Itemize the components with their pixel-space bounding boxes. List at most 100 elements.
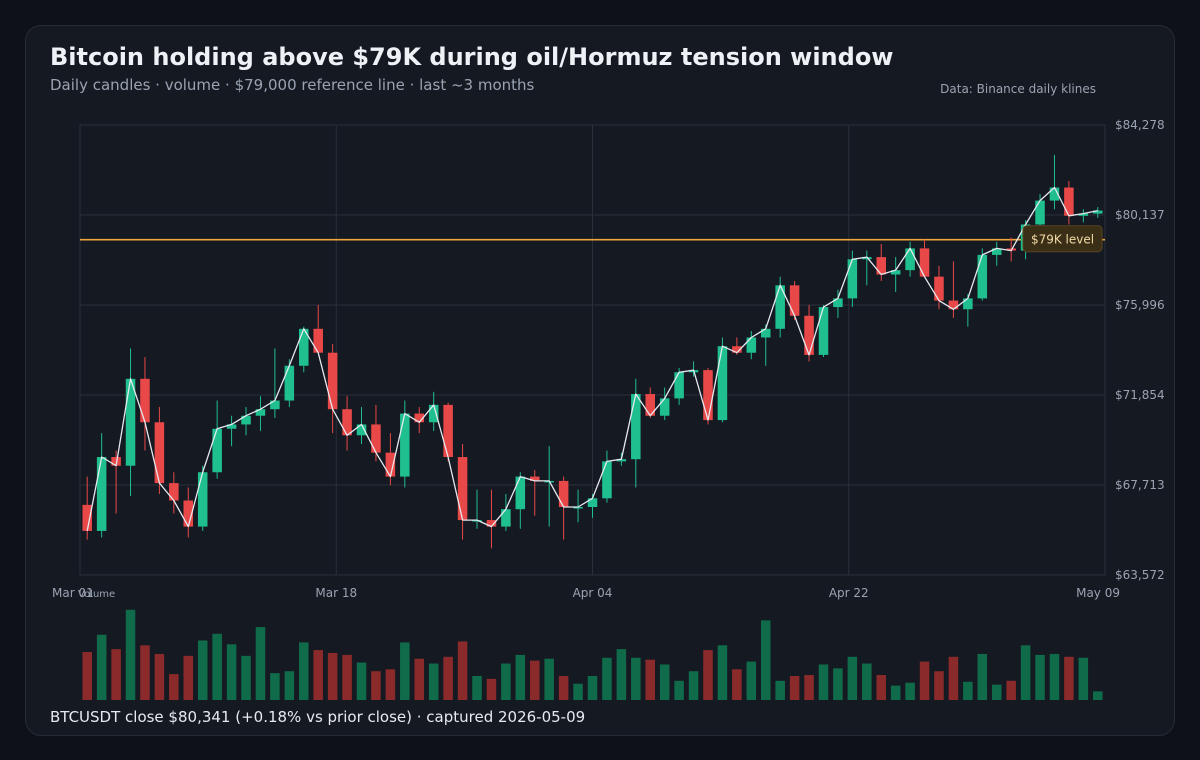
volume-bar (1064, 656, 1074, 700)
y-tick-label: $75,996 (1115, 298, 1165, 312)
candle-body (847, 259, 858, 299)
volume-bar (111, 649, 121, 700)
volume-bar (472, 676, 482, 700)
candle-body (82, 504, 92, 531)
volume-bar (558, 676, 569, 700)
volume-bar (905, 682, 915, 700)
volume-bar (659, 664, 670, 700)
candle-body (400, 413, 410, 477)
volume-bar (385, 669, 396, 700)
candle-body (775, 285, 785, 329)
candle-body (428, 404, 439, 423)
volume-bar (1035, 654, 1045, 700)
candle-body (96, 457, 107, 531)
candle-body (169, 483, 179, 501)
volume-bar (948, 656, 959, 700)
volume-bar (371, 671, 381, 700)
candle-body (703, 370, 713, 421)
volume-bar (645, 659, 656, 700)
volume-bar (544, 658, 554, 700)
candle-body (746, 337, 757, 353)
volume-bar (241, 655, 251, 700)
candle-body (501, 509, 511, 527)
y-tick-label: $63,572 (1115, 568, 1165, 582)
candle-body (659, 398, 670, 416)
volume-bar (154, 653, 165, 700)
candle-body (443, 404, 453, 458)
candle-body (270, 400, 280, 410)
volume-bar (400, 642, 410, 700)
close-price-line (86, 186, 1098, 532)
candle-body (414, 413, 425, 423)
candle-body (818, 307, 829, 355)
candle-body (125, 378, 136, 466)
volume-bar (342, 654, 352, 700)
volume-bar (82, 652, 92, 700)
volume-bar (818, 664, 829, 700)
volume-bar (414, 658, 425, 700)
volume-bar (1078, 657, 1089, 700)
candle-body (140, 378, 150, 423)
candle-body (529, 476, 540, 481)
volume-bar (183, 655, 194, 700)
candle-body (602, 461, 612, 499)
volume-bar (847, 656, 858, 700)
volume-bar (760, 620, 771, 700)
candle-body (385, 452, 396, 477)
volume-bar (616, 649, 627, 700)
candle-body (963, 298, 973, 310)
candle-body (356, 424, 367, 436)
reference-line-label: $79K level (1031, 233, 1094, 247)
volume-bar (96, 634, 107, 700)
volume-bar (1049, 653, 1060, 700)
reference-line-label-box (1022, 225, 1103, 253)
candle-body (862, 257, 872, 260)
volume-bar (169, 674, 179, 700)
chart-title: Bitcoin holding above $79K during oil/Ho… (50, 43, 894, 71)
volume-bar (356, 662, 367, 700)
candle-body (890, 270, 901, 275)
candle-body (515, 476, 526, 510)
data-source-note: Data: Binance daily klines (940, 82, 1096, 96)
volume-bar (804, 675, 814, 700)
candle-body (342, 409, 352, 436)
candle-body (558, 480, 569, 508)
y-tick-label: $84,278 (1115, 118, 1165, 132)
volume-bar (587, 676, 598, 700)
volume-bar (717, 645, 728, 700)
candle-body (934, 276, 944, 301)
volume-bar (862, 663, 872, 700)
candle-body (1035, 200, 1045, 225)
volume-bar (789, 676, 800, 700)
x-tick-label: Mar 18 (315, 586, 357, 600)
candle-body (977, 254, 988, 299)
volume-bar (631, 657, 641, 700)
candle-body (616, 459, 627, 462)
candle-body (789, 285, 800, 316)
candle-body (948, 300, 959, 310)
x-tick-label: Mar 01 (52, 586, 94, 600)
candle-body (645, 394, 656, 416)
volume-bar (703, 650, 713, 700)
candle-body (486, 520, 497, 527)
candle-body (284, 365, 295, 401)
candle-body (1093, 210, 1103, 214)
candle-body (371, 424, 381, 453)
volume-bar (1006, 680, 1016, 700)
candle-body (991, 248, 1002, 255)
candle-body (760, 328, 771, 338)
candle-body (313, 328, 323, 353)
volume-bar (299, 642, 309, 700)
y-tick-label: $67,713 (1115, 478, 1165, 492)
volume-bar (457, 641, 468, 700)
candle-body (241, 415, 251, 425)
candle-body (876, 257, 886, 275)
volume-bar (501, 663, 511, 700)
candle-body (111, 457, 121, 466)
candle-body (905, 248, 915, 271)
volume-bar (890, 685, 901, 700)
volume-bar (255, 627, 266, 700)
volume-bar (746, 661, 757, 700)
candle-body (154, 422, 165, 484)
